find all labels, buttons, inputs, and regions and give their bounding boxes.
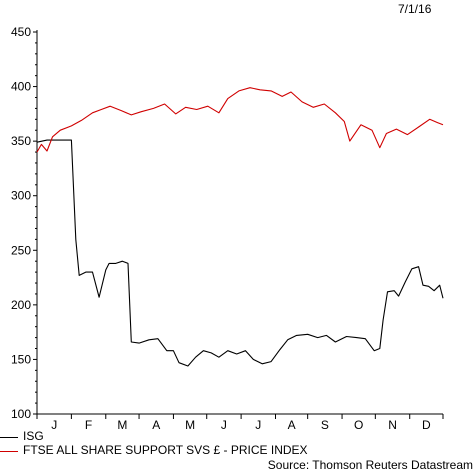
legend-label-ftse: FTSE ALL SHARE SUPPORT SVS £ - PRICE IND… bbox=[23, 443, 308, 457]
x-tick-label: S bbox=[321, 418, 329, 432]
legend-swatch-ftse bbox=[0, 451, 18, 452]
legend-swatch-isg bbox=[0, 437, 18, 438]
x-tick-label: F bbox=[85, 418, 92, 432]
legend-label-isg: ISG bbox=[23, 429, 44, 443]
series-line-ftse bbox=[36, 87, 444, 153]
y-tick-label: 400 bbox=[11, 80, 31, 94]
y-tick-label: 350 bbox=[11, 134, 31, 148]
y-tick-label: 100 bbox=[11, 407, 31, 421]
x-tick-label: A bbox=[288, 418, 296, 432]
x-tick-label: J bbox=[221, 418, 227, 432]
y-tick-label: 450 bbox=[11, 25, 31, 39]
y-tick-label: 150 bbox=[11, 352, 31, 366]
y-tick-label: 200 bbox=[11, 298, 31, 312]
x-tick-label: A bbox=[152, 418, 160, 432]
x-tick-label: J bbox=[51, 418, 57, 432]
y-tick-label: 250 bbox=[11, 243, 31, 257]
x-tick-label: M bbox=[185, 418, 195, 432]
date-stamp: 7/1/16 bbox=[398, 2, 432, 16]
source-note: Source: Thomson Reuters Datastream bbox=[267, 458, 473, 472]
x-tick-label: M bbox=[117, 418, 127, 432]
x-tick-label: D bbox=[422, 418, 431, 432]
x-tick-label: J bbox=[255, 418, 261, 432]
x-tick-label: N bbox=[388, 418, 397, 432]
y-tick-label: 300 bbox=[11, 189, 31, 203]
series-line-isg bbox=[36, 139, 444, 367]
x-tick-label: O bbox=[354, 418, 363, 432]
